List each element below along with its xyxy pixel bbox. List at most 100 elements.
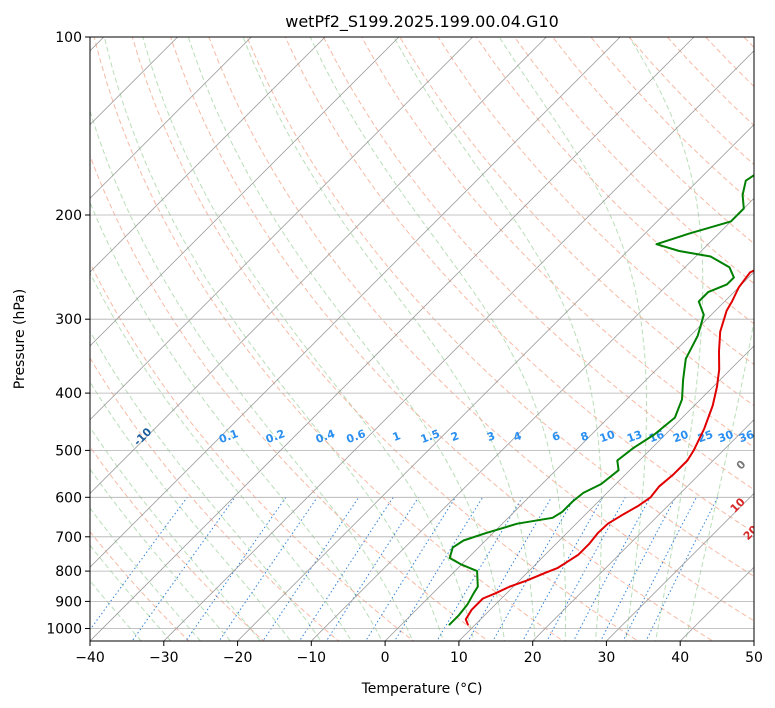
x-tick-label: −20 <box>223 650 253 666</box>
dry-adiabat <box>666 37 754 127</box>
mixing-ratio-label: 25 <box>696 428 715 445</box>
isotherm <box>90 37 695 641</box>
moist-adiabat-label: 40 <box>767 585 775 605</box>
temperature-line <box>464 269 754 626</box>
mixing-ratio-label: 2 <box>449 429 461 444</box>
mixing-ratio-label: 6 <box>550 429 562 444</box>
mixing-ratio-line <box>262 497 360 641</box>
moist-adiabat <box>685 318 754 641</box>
moist-adiabat <box>90 544 172 641</box>
moist-adiabat <box>90 468 232 641</box>
y-tick-label: 700 <box>55 530 82 546</box>
mixing-ratio-line <box>325 497 419 641</box>
mixing-ratio-line <box>185 497 287 641</box>
dry-adiabat <box>90 445 265 641</box>
mixing-ratio-label: 30 <box>716 428 735 446</box>
isotherm <box>163 50 754 641</box>
moist-adiabat <box>90 381 292 641</box>
dry-adiabat <box>743 37 754 48</box>
mixing-ratio-line <box>622 497 697 641</box>
plot-area: -100-90-80-70-60-50-40-30-20-100.10.20.4… <box>90 37 775 641</box>
y-tick-label: 800 <box>55 564 82 580</box>
mixing-ratio-label: 0.2 <box>264 427 287 446</box>
moist-adiabat <box>90 330 322 641</box>
dry-adiabat <box>514 37 754 285</box>
mixing-ratio-label: 10 <box>598 428 617 446</box>
moist-adiabat <box>90 201 383 641</box>
y-tick-label: 900 <box>55 594 82 610</box>
mixing-ratio-label: 0.6 <box>345 427 368 446</box>
moist-adiabat <box>90 271 353 641</box>
dry-adiabat <box>90 530 190 641</box>
dry-adiabats <box>90 37 754 641</box>
mixing-ratio-line <box>645 497 719 641</box>
dry-adiabat <box>284 37 754 534</box>
dry-adiabat <box>322 37 754 491</box>
moist-adiabat-label: 30 <box>754 554 774 574</box>
isotherm <box>606 492 754 641</box>
isotherm <box>458 345 754 641</box>
isotherm <box>679 566 754 641</box>
isotherm <box>237 124 754 641</box>
pressure-gridlines <box>90 37 754 629</box>
chart-title: wetPf2_S199.2025.199.00.04.G10 <box>285 12 559 32</box>
y-tick-label: 1000 <box>46 622 82 638</box>
profile-series <box>448 173 754 626</box>
mixing-ratio-label: 36 <box>737 428 756 446</box>
isotherm <box>311 197 754 641</box>
isotherm <box>90 37 400 347</box>
dry-adiabat <box>170 37 714 641</box>
x-axis-label: Temperature (°C) <box>361 681 483 697</box>
mixing-ratio-line <box>436 497 523 641</box>
line-labels: -100-90-80-70-60-50-40-30-20-100.10.20.4… <box>131 425 775 605</box>
mixing-ratio-line <box>394 497 484 641</box>
moist-adiabat <box>187 37 506 641</box>
isotherm <box>384 271 754 641</box>
y-tick-label: 100 <box>55 30 82 46</box>
moist-adiabat <box>242 37 536 641</box>
moist-adiabat <box>498 37 647 641</box>
dry-adiabat <box>705 37 754 88</box>
y-axis: 1000 900 800 700 600 500 400 300 200 100 <box>46 30 90 638</box>
isotherm <box>90 37 473 421</box>
mixing-ratio-label: 1 <box>391 429 403 444</box>
dry-adiabat <box>628 37 754 166</box>
moist-adiabat-label: 0 <box>734 458 749 473</box>
dry-adiabat <box>475 37 754 325</box>
mixing-ratio-label: 8 <box>579 429 591 444</box>
mixing-ratio-label: 0.1 <box>217 427 240 446</box>
moist-adiabat <box>90 426 262 641</box>
mixing-ratio-line <box>600 497 676 641</box>
dry-adiabat <box>590 37 754 205</box>
mixing-ratio-label: 0.4 <box>314 427 337 446</box>
mixing-ratio-label: 20 <box>671 428 690 446</box>
mixing-ratio-label: 1.5 <box>419 427 442 446</box>
y-tick-label: 500 <box>55 443 82 459</box>
dry-adiabat <box>552 37 754 245</box>
x-tick-label: 50 <box>745 650 763 666</box>
x-tick-label: 0 <box>381 650 390 666</box>
dry-adiabat <box>361 37 754 448</box>
mixing-ratio-line <box>218 497 318 641</box>
isotherm <box>753 640 754 641</box>
dry-adiabat <box>90 357 340 641</box>
dry-adiabat <box>246 37 754 577</box>
dry-adiabat <box>437 37 754 366</box>
mixing-ratio-label: 13 <box>625 428 644 445</box>
mixing-ratio-line <box>522 497 604 641</box>
dry-adiabat <box>90 261 415 641</box>
y-tick-label: 200 <box>55 208 82 224</box>
isotherm <box>90 37 326 273</box>
isotherm <box>532 419 754 641</box>
isotherms <box>90 37 754 641</box>
moist-adiabat <box>90 507 202 641</box>
moist-adiabat <box>103 37 444 641</box>
dry-adiabat-label: -10 <box>131 425 154 448</box>
isotherm <box>90 37 621 568</box>
x-tick-label: −30 <box>149 650 179 666</box>
mixing-ratio-label: 16 <box>647 428 666 446</box>
isotherm <box>90 37 252 199</box>
y-tick-label: 600 <box>55 490 82 506</box>
x-tick-label: 10 <box>450 650 468 666</box>
